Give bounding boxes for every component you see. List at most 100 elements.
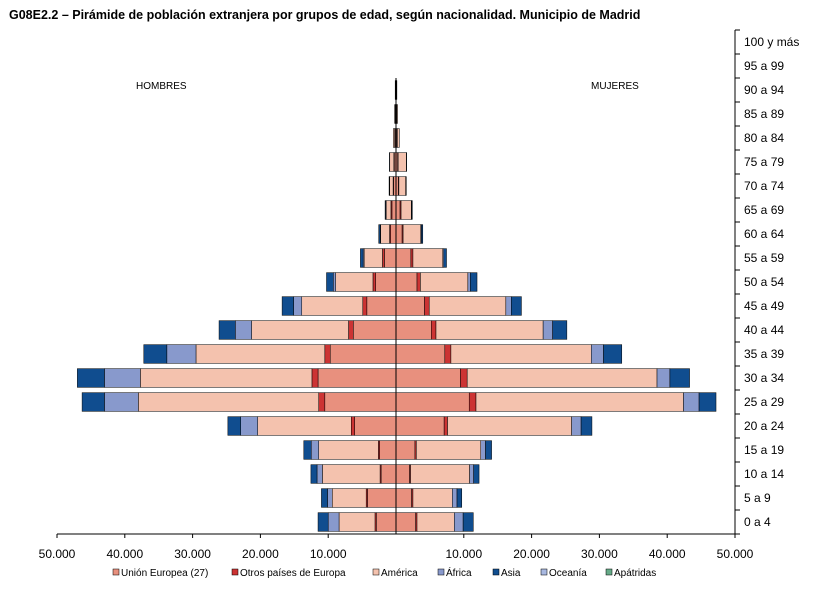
bar-women-2-13	[450, 344, 592, 364]
bar-women-4-7	[411, 200, 413, 220]
y-tick-label-8: 60 a 64	[744, 227, 784, 241]
bar-women-0-19	[395, 488, 412, 508]
bar-women-3-12	[542, 320, 553, 340]
bar-women-2-16	[447, 416, 572, 436]
bar-women-2-6	[398, 176, 406, 196]
bar-women-0-18	[395, 464, 410, 484]
bar-men-2-5	[389, 152, 395, 172]
bar-women-2-11	[428, 296, 507, 316]
x-tick-label-3: 20.000	[242, 547, 279, 561]
bar-men-2-10	[335, 272, 374, 292]
bar-women-2-8	[402, 224, 421, 244]
bar-men-2-14	[140, 368, 313, 388]
bar-women-1-14	[460, 368, 468, 388]
bar-women-1-11	[424, 296, 430, 316]
bar-women-2-7	[400, 200, 412, 220]
bar-women-1-13	[444, 344, 452, 364]
bar-women-0-13	[395, 344, 446, 364]
bar-women-0-16	[395, 416, 445, 436]
bars-group	[77, 80, 717, 532]
bar-women-4-19	[456, 488, 463, 508]
y-tick-label-13: 35 a 39	[744, 347, 784, 361]
bar-women-2-9	[412, 248, 444, 268]
bar-men-2-7	[385, 200, 392, 220]
x-tick-label-6: 20.000	[513, 547, 550, 561]
bar-women-4-18	[473, 464, 480, 484]
bar-women-2-18	[410, 464, 470, 484]
bar-men-3-19	[327, 488, 333, 508]
bar-men-2-11	[301, 296, 364, 316]
bar-men-0-15	[324, 392, 397, 412]
y-tick-label-7: 65 a 69	[744, 203, 784, 217]
x-tick-label-7: 30.000	[581, 547, 618, 561]
legend-label-0: Unión Europea (27)	[121, 568, 208, 579]
bar-men-4-10	[326, 272, 334, 292]
bar-men-4-9	[360, 248, 364, 268]
bar-men-1-12	[348, 320, 354, 340]
bar-men-2-9	[363, 248, 383, 268]
legend-label-6: Apátridas	[614, 568, 656, 579]
bar-women-4-16	[580, 416, 593, 436]
bar-men-4-18	[310, 464, 318, 484]
bar-men-3-14	[104, 368, 141, 388]
bar-women-3-17	[480, 440, 486, 460]
bar-women-2-20	[416, 512, 455, 532]
bar-women-3-14	[656, 368, 671, 388]
bar-men-1-16	[351, 416, 355, 436]
bar-women-2-10	[420, 272, 469, 292]
legend-swatch-0	[112, 568, 120, 576]
bar-women-3-11	[505, 296, 512, 316]
bar-women-3-15	[683, 392, 700, 412]
bar-women-0-17	[395, 440, 416, 460]
bar-men-1-15	[318, 392, 326, 412]
bar-women-4-12	[552, 320, 568, 340]
bar-men-0-9	[384, 248, 397, 268]
y-tick-label-17: 15 a 19	[744, 443, 784, 457]
bar-women-0-12	[395, 320, 432, 340]
bar-men-1-9	[382, 248, 385, 268]
legend-swatch-2	[372, 568, 380, 576]
y-tick-label-3: 85 a 89	[744, 107, 784, 121]
bar-women-4-10	[469, 272, 478, 292]
bar-men-0-13	[329, 344, 397, 364]
bar-men-4-17	[303, 440, 312, 460]
axes-group: 50.000 40.000 30.000 20.000 10.000 10.000 20.0…	[39, 29, 799, 561]
bar-men-0-16	[354, 416, 397, 436]
bar-women-0-15	[395, 392, 470, 412]
bar-women-1-16	[443, 416, 448, 436]
bar-women-4-17	[485, 440, 492, 460]
bar-women-0-10	[395, 272, 418, 292]
bar-men-1-10	[372, 272, 376, 292]
bar-men-0-18	[380, 464, 397, 484]
bar-men-0-8	[390, 224, 397, 244]
bar-men-4-11	[281, 296, 294, 316]
bar-men-2-6	[389, 176, 394, 196]
bar-men-2-4	[393, 128, 395, 148]
y-tick-label-10: 50 a 54	[744, 275, 784, 289]
bar-men-1-11	[362, 296, 368, 316]
bar-women-0-11	[395, 296, 425, 316]
bar-women-2-4	[397, 128, 400, 148]
y-tick-label-0: 100 y más	[744, 35, 799, 49]
bar-men-2-3	[394, 104, 396, 124]
bar-men-0-10	[375, 272, 397, 292]
bar-women-0-9	[395, 248, 412, 268]
bar-women-4-11	[511, 296, 522, 316]
legend-label-5: Oceanía	[549, 568, 587, 579]
y-tick-label-2: 90 a 94	[744, 83, 784, 97]
bar-men-3-17	[311, 440, 319, 460]
bar-men-3-13	[166, 344, 197, 364]
y-tick-label-1: 95 a 99	[744, 59, 784, 73]
bar-men-0-19	[367, 488, 397, 508]
bar-men-2-17	[318, 440, 379, 460]
legend-swatch-1	[231, 568, 239, 576]
y-tick-label-19: 5 a 9	[744, 491, 771, 505]
x-tick-label-0: 50.000	[39, 547, 76, 561]
bar-men-4-8	[378, 224, 381, 244]
bar-men-4-19	[321, 488, 328, 508]
bar-men-2-15	[138, 392, 319, 412]
y-tick-label-14: 30 a 34	[744, 371, 784, 385]
bar-men-0-7	[391, 200, 397, 220]
